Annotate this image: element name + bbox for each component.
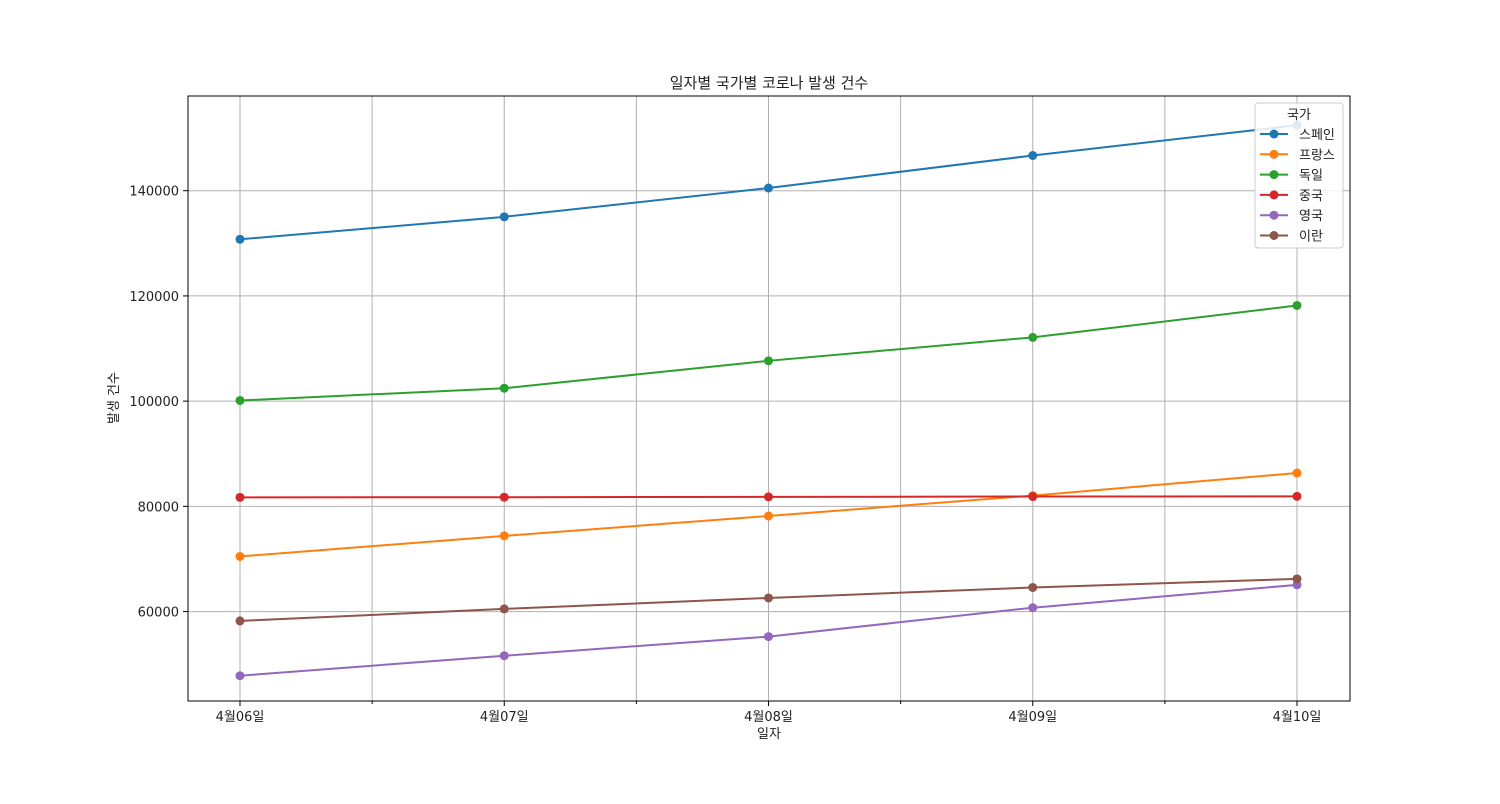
data-point [764,356,773,366]
legend-marker [1269,210,1279,220]
legend-label: 중국 [1299,189,1323,204]
x-axis: 4월06일 4월07일 4월08일 4월09일 4월10일 [216,701,1322,725]
data-point [764,511,773,521]
x-tick-label: 4월06일 [216,710,265,725]
legend-item: 스페인 [1260,128,1335,143]
data-point [499,531,509,541]
chart-title: 일자별 국가별 코로나 발생 건수 [670,74,868,92]
legend-marker [1269,190,1279,200]
data-point [499,651,509,661]
legend-label: 독일 [1299,169,1323,184]
legend-item: 중국 [1260,189,1323,204]
x-tick-label: 4월10일 [1273,710,1322,725]
legend-item: 이란 [1260,230,1323,245]
legend-marker [1269,149,1279,159]
data-point [499,212,509,222]
legend-label: 영국 [1299,209,1323,224]
legend-item: 프랑스 [1260,148,1335,163]
y-tick-label: 80000 [138,500,179,515]
legend-title: 국가 [1287,108,1311,123]
legend-marker [1269,129,1279,139]
data-point [1028,492,1038,502]
x-tick-label: 4월09일 [1008,710,1057,725]
data-point [235,616,245,626]
legend-label: 스페인 [1299,128,1335,143]
data-point [499,604,509,614]
data-point [235,234,245,244]
data-point [764,492,773,502]
data-point [1292,468,1302,478]
x-axis-label: 일자 [757,727,781,742]
data-point [1028,603,1038,613]
series-5 [235,574,1302,626]
x-tick-label: 4월07일 [480,710,529,725]
data-point [1028,582,1038,592]
y-axis: 60000 80000 100000 120000 140000 [129,185,188,621]
data-point [235,395,245,405]
data-point [1028,151,1038,161]
legend-item: 독일 [1260,169,1323,184]
legend-label: 이란 [1299,230,1323,245]
legend-box [1254,102,1344,249]
data-point [1292,300,1302,310]
x-tick-label: 4월08일 [744,710,793,725]
data-point [1292,491,1302,501]
y-tick-label: 100000 [129,395,179,410]
data-point [1292,574,1302,584]
y-tick-label: 60000 [138,606,179,621]
data-point [235,551,245,561]
data-point [764,593,773,603]
series-3 [235,491,1302,502]
data-point [235,492,245,502]
series-2 [235,300,1302,405]
y-tick-label: 120000 [129,290,179,305]
data-point [499,492,509,502]
data-point [499,383,509,393]
legend-label: 프랑스 [1299,148,1335,163]
data-point [1028,332,1038,342]
legend-marker [1269,231,1279,240]
y-axis-label: 발생 건수 [107,372,122,424]
legend-item: 영국 [1260,209,1323,224]
y-tick-label: 140000 [129,185,179,200]
data-point [764,183,773,193]
data-point [764,632,773,642]
data-point [235,671,245,681]
legend-marker [1269,170,1279,180]
